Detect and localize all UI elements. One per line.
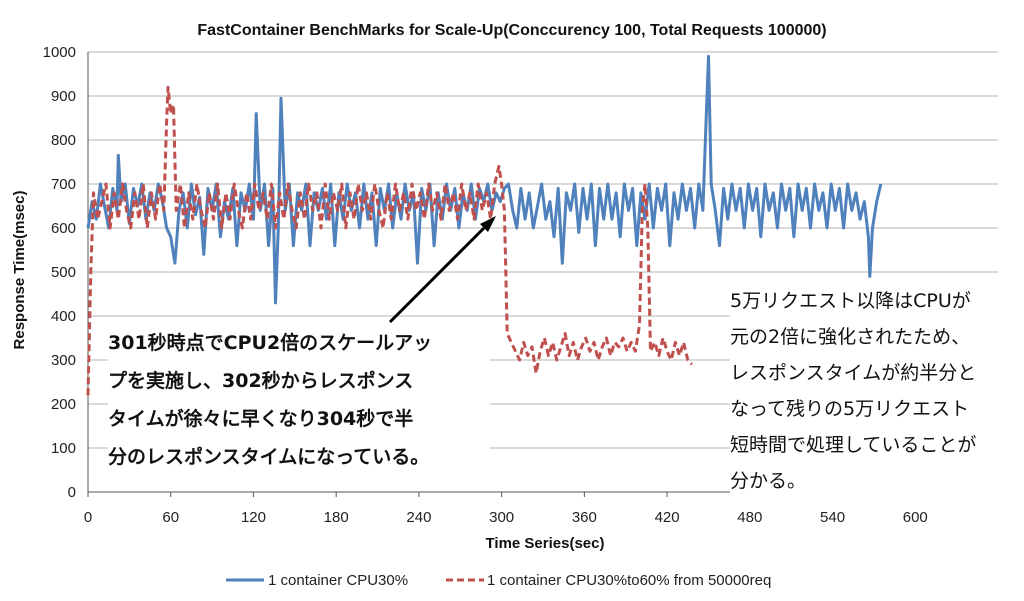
series-line-cpu30 [86,54,883,305]
annotation-arrow [388,216,496,324]
y-tick-label: 0 [68,484,76,501]
y-axis-ticks: 0 100 200 300 400 500 600 700 800 900 1000 [43,44,76,501]
x-tick-label: 0 [84,509,92,526]
y-tick-label: 300 [51,352,76,369]
x-tick-label: 240 [406,509,431,526]
x-tick-label: 360 [572,509,597,526]
x-axis-ticks: 0 60 120 180 240 300 360 420 480 540 600 [84,492,928,526]
y-tick-label: 500 [51,264,76,281]
y-tick-label: 900 [51,88,76,105]
y-axis-label: Response Time(msec) [11,191,28,350]
legend-label-red: 1 container CPU30%to60% from 50000req [487,572,771,589]
y-tick-label: 600 [51,220,76,237]
annotation-left: 301秒時点でCPU2倍のスケールアッ プを実施し、302秒からレスポンス タイ… [108,324,490,476]
y-tick-label: 400 [51,308,76,325]
x-tick-label: 120 [241,509,266,526]
y-tick-label: 100 [51,440,76,457]
series-line-cpu30to60 [86,85,693,396]
x-tick-label: 540 [820,509,845,526]
x-tick-label: 420 [655,509,680,526]
x-axis-label: Time Series(sec) [486,535,605,552]
x-tick-label: 180 [324,509,349,526]
x-tick-label: 300 [489,509,514,526]
x-tick-label: 600 [903,509,928,526]
y-tick-label: 1000 [43,44,76,61]
legend-label-blue: 1 container CPU30% [268,572,408,589]
annotation-right: 5万リクエスト以降はCPUが 元の2倍に強化されたため、 レスポンスタイムが約半… [730,283,1020,499]
series-layer [86,54,883,396]
chart-title: FastContainer BenchMarks for Scale-Up(Co… [197,22,826,39]
x-tick-label: 60 [162,509,179,526]
y-tick-label: 700 [51,176,76,193]
y-tick-label: 800 [51,132,76,149]
x-tick-label: 480 [737,509,762,526]
legend: 1 container CPU30% 1 container CPU30%to6… [226,572,771,589]
y-tick-label: 200 [51,396,76,413]
